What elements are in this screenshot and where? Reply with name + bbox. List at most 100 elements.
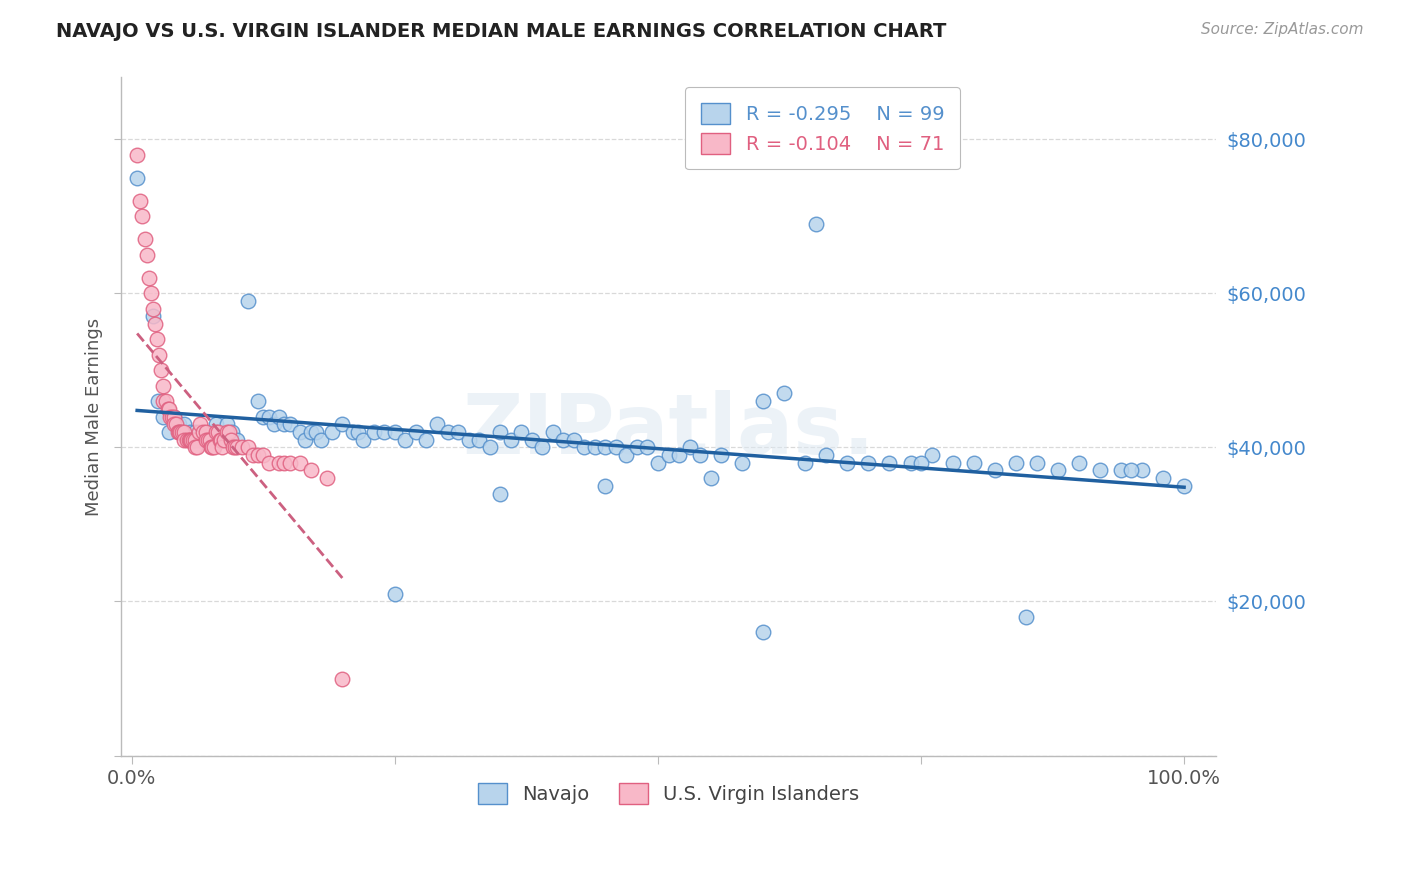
Point bbox=[131, 209, 153, 223]
Point bbox=[299, 463, 322, 477]
Point bbox=[436, 425, 458, 439]
Point bbox=[837, 456, 859, 470]
Point bbox=[224, 441, 246, 455]
Point bbox=[689, 448, 711, 462]
Point bbox=[138, 270, 160, 285]
Point bbox=[647, 456, 669, 470]
Point bbox=[962, 456, 984, 470]
Point bbox=[1015, 610, 1038, 624]
Point bbox=[215, 417, 238, 432]
Point bbox=[657, 448, 679, 462]
Point bbox=[668, 448, 690, 462]
Point bbox=[218, 425, 240, 439]
Point bbox=[169, 425, 191, 439]
Point bbox=[626, 441, 648, 455]
Point bbox=[489, 425, 512, 439]
Point bbox=[290, 425, 312, 439]
Point bbox=[201, 441, 224, 455]
Point bbox=[173, 433, 195, 447]
Point bbox=[257, 456, 280, 470]
Point bbox=[273, 456, 295, 470]
Point bbox=[710, 448, 733, 462]
Point bbox=[188, 425, 211, 439]
Point bbox=[205, 425, 228, 439]
Point bbox=[215, 425, 238, 439]
Point bbox=[236, 441, 259, 455]
Point bbox=[678, 441, 700, 455]
Point bbox=[263, 417, 285, 432]
Point bbox=[858, 456, 880, 470]
Point bbox=[150, 363, 173, 377]
Point bbox=[186, 441, 208, 455]
Point bbox=[752, 625, 775, 640]
Point bbox=[257, 409, 280, 424]
Point bbox=[176, 433, 198, 447]
Point bbox=[179, 433, 201, 447]
Point bbox=[1046, 463, 1069, 477]
Point bbox=[184, 433, 207, 447]
Point bbox=[156, 401, 179, 416]
Point bbox=[574, 441, 596, 455]
Point bbox=[127, 170, 149, 185]
Point bbox=[405, 425, 427, 439]
Point bbox=[173, 417, 195, 432]
Point bbox=[269, 409, 291, 424]
Point bbox=[311, 433, 333, 447]
Point bbox=[142, 301, 165, 316]
Point bbox=[305, 425, 328, 439]
Point bbox=[205, 417, 228, 432]
Point bbox=[179, 425, 201, 439]
Point bbox=[221, 425, 243, 439]
Point bbox=[595, 479, 617, 493]
Point bbox=[209, 433, 232, 447]
Point bbox=[942, 456, 965, 470]
Point bbox=[252, 409, 274, 424]
Point bbox=[209, 433, 232, 447]
Point bbox=[180, 433, 202, 447]
Text: ZIPatlas.: ZIPatlas. bbox=[463, 390, 875, 471]
Point bbox=[165, 417, 187, 432]
Point bbox=[900, 456, 922, 470]
Point bbox=[752, 394, 775, 409]
Point bbox=[583, 441, 606, 455]
Point bbox=[315, 471, 337, 485]
Point bbox=[699, 471, 721, 485]
Point bbox=[236, 293, 259, 308]
Point bbox=[163, 409, 186, 424]
Text: Source: ZipAtlas.com: Source: ZipAtlas.com bbox=[1201, 22, 1364, 37]
Point bbox=[127, 147, 149, 161]
Point bbox=[129, 194, 152, 208]
Point bbox=[148, 348, 170, 362]
Point bbox=[152, 394, 174, 409]
Point bbox=[879, 456, 901, 470]
Point bbox=[605, 441, 627, 455]
Point bbox=[200, 425, 222, 439]
Point bbox=[167, 425, 190, 439]
Point bbox=[222, 441, 245, 455]
Point bbox=[342, 425, 364, 439]
Point bbox=[426, 417, 449, 432]
Point bbox=[209, 433, 232, 447]
Point bbox=[290, 456, 312, 470]
Point bbox=[269, 456, 291, 470]
Point bbox=[198, 433, 221, 447]
Point bbox=[207, 425, 229, 439]
Point bbox=[921, 448, 943, 462]
Point bbox=[489, 486, 512, 500]
Point bbox=[520, 433, 543, 447]
Point bbox=[636, 441, 658, 455]
Point bbox=[155, 394, 177, 409]
Point bbox=[247, 394, 270, 409]
Point bbox=[143, 317, 166, 331]
Point bbox=[197, 433, 219, 447]
Point bbox=[815, 448, 838, 462]
Point bbox=[226, 433, 249, 447]
Point bbox=[167, 425, 190, 439]
Point bbox=[616, 448, 638, 462]
Point bbox=[214, 433, 236, 447]
Point bbox=[294, 433, 316, 447]
Point bbox=[134, 232, 156, 246]
Point bbox=[194, 433, 217, 447]
Point bbox=[1067, 456, 1090, 470]
Point bbox=[184, 425, 207, 439]
